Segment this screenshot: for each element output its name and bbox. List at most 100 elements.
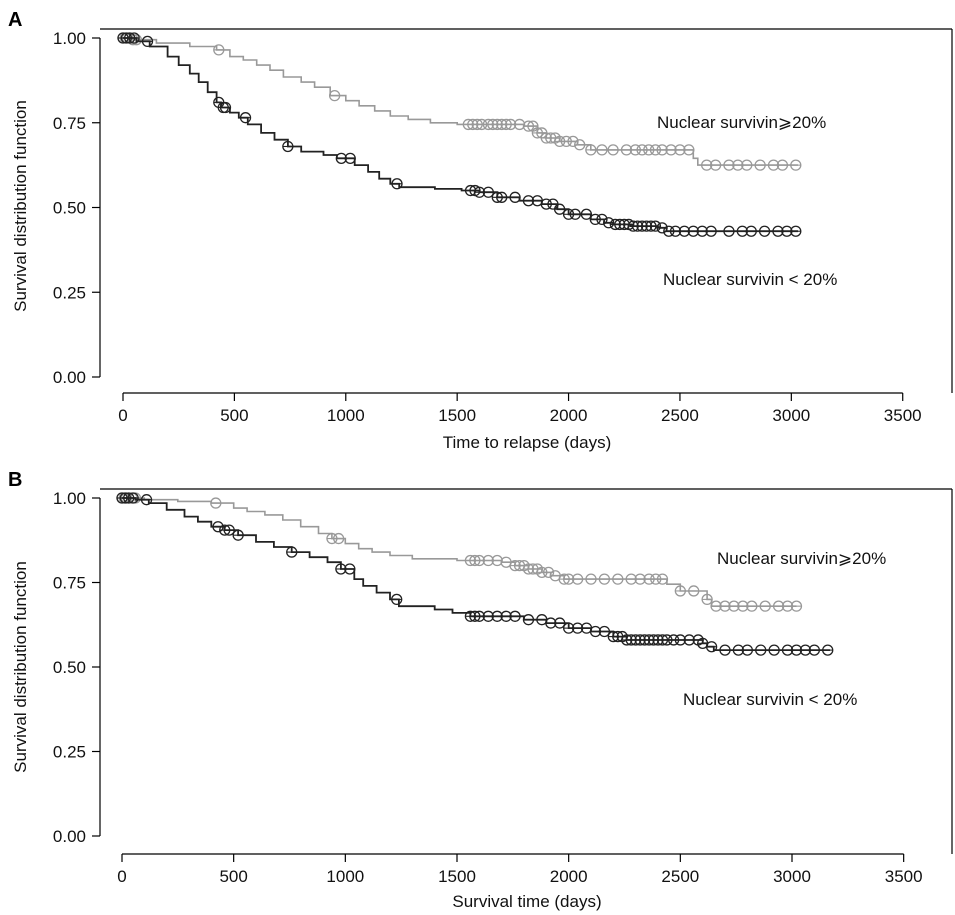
x-tick-label: 2000: [550, 867, 588, 886]
censor-marker: [745, 225, 757, 237]
x-tick-label: 3500: [885, 867, 923, 886]
censor-marker: [755, 644, 767, 656]
label-high: Nuclear survivin⩾20%: [657, 113, 826, 132]
censor-marker: [776, 159, 789, 171]
y-tick-label: 0.25: [53, 283, 86, 302]
censor-marker: [128, 32, 140, 44]
censor-marker: [656, 573, 669, 585]
censor-marker: [607, 144, 619, 156]
x-tick-label: 1000: [327, 406, 365, 425]
curves-group: [117, 32, 802, 237]
y-tick-label: 0.00: [53, 368, 86, 387]
censor-marker: [286, 546, 298, 558]
censor-marker: [585, 573, 597, 585]
censor-marker: [219, 101, 232, 114]
censor-marker: [213, 44, 225, 56]
censor-marker: [808, 644, 820, 656]
censor-marker: [509, 191, 521, 203]
censor-marker: [790, 225, 802, 237]
censor-marker: [140, 494, 153, 506]
censor-marker: [674, 585, 686, 597]
x-tick-label: 2500: [661, 406, 699, 425]
censor-marker: [239, 112, 252, 124]
censor-marker: [709, 159, 722, 171]
x-tick-label: 1500: [438, 867, 476, 886]
censor-marker: [585, 144, 597, 156]
censor-marker: [754, 159, 766, 171]
censor-marker: [391, 178, 403, 190]
x-axis-title: Survival time (days): [452, 892, 601, 911]
censor-marker: [554, 617, 566, 629]
label-high: Nuclear survivin⩾20%: [717, 549, 886, 568]
x-tick-label: 3000: [772, 406, 810, 425]
km-curve-high: [122, 497, 797, 607]
censor-marker: [571, 573, 584, 585]
y-tick-label: 1.00: [53, 489, 86, 508]
censor-marker: [232, 529, 244, 541]
censor-marker: [723, 225, 735, 237]
y-tick-label: 0.25: [53, 743, 86, 762]
censor-marker: [391, 593, 403, 606]
censor-marker: [705, 641, 718, 653]
y-tick-label: 0.50: [53, 658, 86, 677]
censor-marker: [332, 532, 345, 545]
censor-marker: [574, 139, 586, 151]
censor-marker: [683, 144, 695, 156]
x-tick-label: 1500: [438, 406, 476, 425]
km-curve-low: [123, 37, 798, 233]
censor-marker: [688, 585, 700, 597]
axis-group: 0.00 0.25 0.50 0.75 1.00 0 500 1000 1500 2000 2500…: [53, 28, 953, 425]
censor-marker: [210, 497, 222, 509]
x-tick-label: 500: [220, 406, 248, 425]
x-tick-label: 3000: [773, 867, 811, 886]
censor-marker: [758, 225, 771, 237]
censor-marker: [282, 140, 294, 153]
censor-marker: [491, 554, 503, 567]
censor-marker: [596, 144, 608, 156]
panel-a: A 0.00 0.25 0.50 0.75 1.00 0 500 1000 1500 2000 25…: [8, 9, 953, 452]
panel-label: B: [8, 469, 22, 491]
censor-marker: [719, 644, 731, 656]
censor-marker: [553, 203, 566, 215]
censor-marker: [344, 152, 356, 164]
x-tick-label: 0: [117, 867, 126, 886]
axis-group: 0.00 0.25 0.50 0.75 1.00 0 500 1000 1500 2000 2500…: [53, 488, 953, 886]
censor-marker: [612, 573, 624, 585]
censor-marker: [603, 217, 615, 229]
x-axis-title: Time to relapse (days): [443, 433, 611, 452]
censor-marker: [496, 191, 508, 203]
curves-group: [116, 492, 834, 656]
x-tick-label: 3500: [884, 406, 922, 425]
censor-marker: [746, 600, 758, 612]
label-low: Nuclear survivin < 20%: [663, 270, 837, 289]
censor-marker: [741, 159, 753, 171]
censor-marker: [741, 644, 753, 656]
censor-marker: [513, 118, 526, 131]
censor-marker: [759, 600, 771, 612]
censor-marker: [344, 563, 356, 575]
x-tick-label: 1000: [326, 867, 364, 886]
censor-marker: [705, 225, 717, 237]
y-axis-title: Survival distribution function: [11, 100, 30, 312]
censor-marker: [768, 644, 780, 656]
y-axis-title: Survival distribution function: [11, 561, 30, 773]
label-low: Nuclear survivin < 20%: [683, 690, 857, 709]
censor-marker: [790, 159, 802, 171]
x-tick-label: 500: [219, 867, 247, 886]
panel-label: A: [8, 9, 22, 31]
y-tick-label: 0.75: [53, 114, 86, 133]
censor-marker: [598, 573, 611, 585]
km-chart-a: A 0.00 0.25 0.50 0.75 1.00 0 500 1000 1500 2000 25…: [8, 9, 953, 452]
panel-b: B 0.00 0.25 0.50 0.75 1.00 0 500 1000 1500 2000 25…: [0, 458, 955, 915]
censor-marker: [522, 614, 535, 626]
x-tick-label: 2000: [550, 406, 588, 425]
y-tick-label: 0.50: [53, 199, 86, 218]
censor-marker: [482, 186, 495, 198]
censor-marker: [649, 220, 662, 232]
km-chart-b: B 0.00 0.25 0.50 0.75 1.00 0 500 1000 1500 2000 25…: [8, 469, 953, 911]
censor-marker: [598, 625, 611, 638]
censor-marker: [547, 198, 559, 210]
censor-marker: [223, 524, 235, 536]
km-curve-low: [122, 497, 830, 651]
y-tick-label: 0.75: [53, 574, 86, 593]
